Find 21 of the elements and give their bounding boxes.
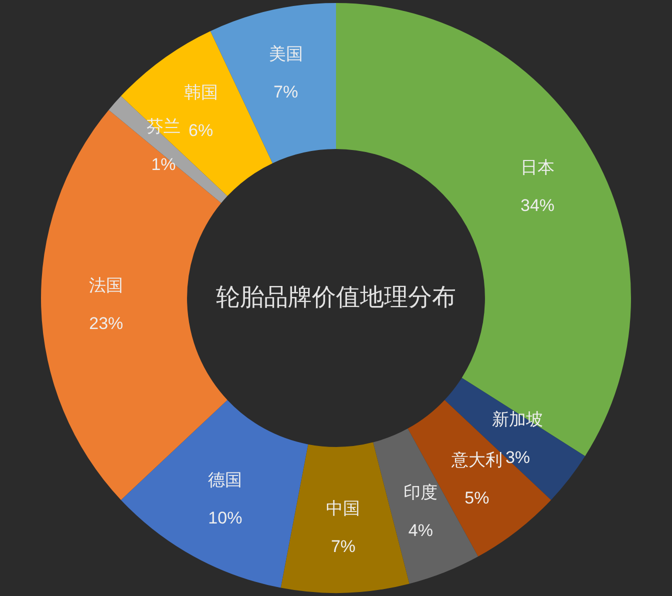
slice-label: 中国 — [326, 498, 360, 518]
slice-label: 新加坡 — [492, 410, 544, 429]
slice-label: 法国 — [89, 276, 124, 296]
data-label: 1% — [151, 154, 176, 174]
data-label: 7% — [274, 82, 298, 102]
data-label: 4% — [408, 520, 433, 540]
slice-label: 美国 — [268, 44, 303, 64]
slice-label: 德国 — [208, 470, 242, 490]
data-label: 6% — [188, 120, 214, 140]
slice-label: 韩国 — [184, 82, 218, 102]
text: 轮胎品牌价值地理分布 — [216, 284, 456, 311]
slice-label: 印度 — [404, 482, 438, 502]
donut-slice — [120, 400, 308, 588]
data-label: 34% — [520, 196, 555, 216]
data-label: 3% — [505, 448, 530, 467]
data-label: 7% — [330, 536, 356, 556]
data-label: 10% — [208, 508, 242, 528]
data-label: 23% — [89, 314, 124, 334]
data-label: 5% — [464, 488, 490, 508]
slice-label: 日本 — [520, 158, 555, 178]
slice-label: 意大利 — [450, 450, 502, 470]
